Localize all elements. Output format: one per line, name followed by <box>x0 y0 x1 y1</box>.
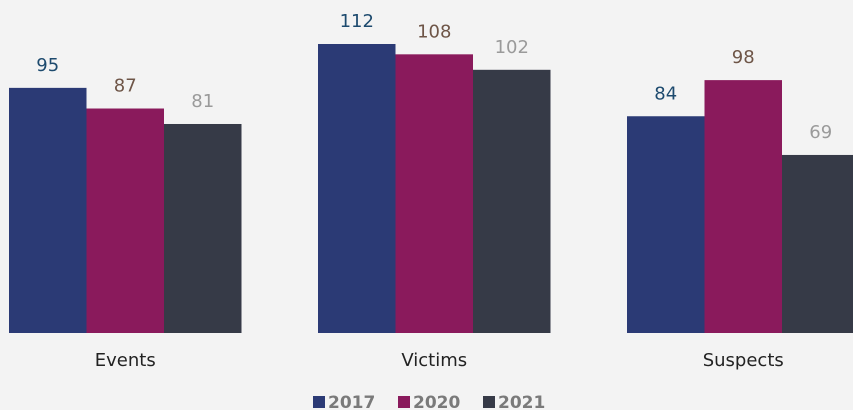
legend-label: 2021 <box>498 393 545 410</box>
bar <box>318 44 396 333</box>
bar <box>86 108 164 333</box>
x-tick-label: Victims <box>401 350 467 371</box>
bar <box>164 123 242 333</box>
data-label: 69 <box>809 122 832 143</box>
data-label: 112 <box>340 11 374 32</box>
data-label: 81 <box>191 91 214 112</box>
data-label: 102 <box>495 37 529 58</box>
data-label: 98 <box>732 47 755 68</box>
data-label: 87 <box>114 76 137 97</box>
bar <box>627 116 705 333</box>
legend-swatch <box>313 396 325 408</box>
bar <box>473 69 551 333</box>
legend-label: 2017 <box>328 393 375 410</box>
bar <box>782 154 853 333</box>
legend-swatch <box>398 396 410 408</box>
data-label: 108 <box>417 21 451 42</box>
legend-label: 2020 <box>413 393 460 410</box>
legend-swatch <box>483 396 495 408</box>
data-label: 95 <box>36 55 59 76</box>
data-label: 84 <box>654 83 677 104</box>
bar <box>395 54 473 333</box>
bar <box>704 80 782 333</box>
x-tick-label: Events <box>95 350 156 371</box>
x-tick-label: Suspects <box>703 350 784 371</box>
bar <box>9 87 87 333</box>
